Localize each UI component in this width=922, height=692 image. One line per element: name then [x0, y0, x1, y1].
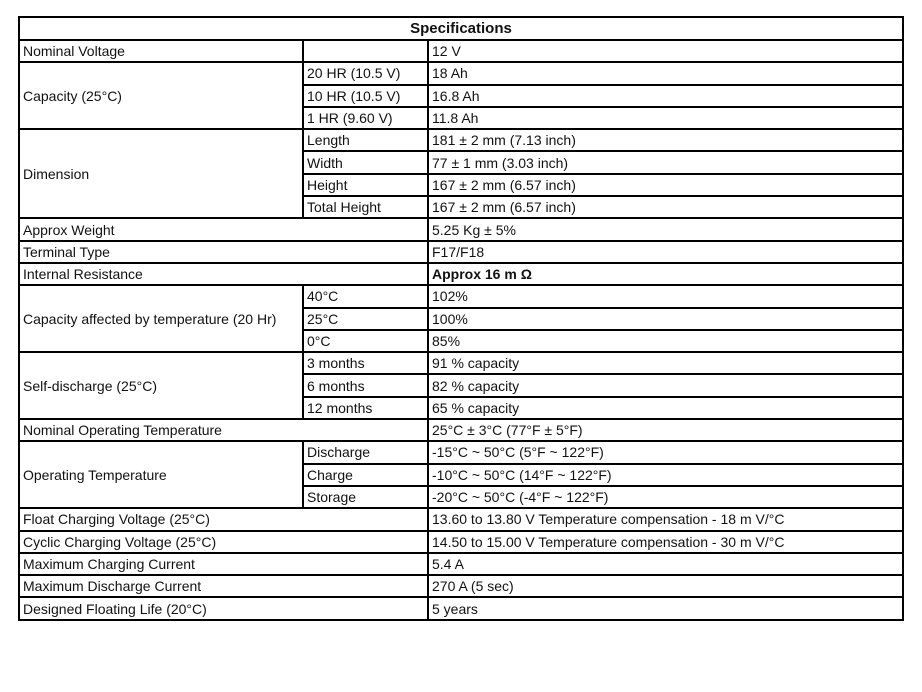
spec-label: Designed Floating Life (20°C) [18, 596, 429, 621]
spec-value: 5.4 A [427, 551, 904, 577]
table-row: Nominal Operating Temperature 25°C ± 3°C … [18, 418, 904, 443]
table-title: Specifications [18, 16, 904, 41]
spec-condition: Charge [302, 462, 429, 487]
spec-label: Capacity (25°C) [18, 61, 304, 131]
table-row: Designed Floating Life (20°C) 5 years [18, 596, 904, 621]
spec-label: Nominal Operating Temperature [18, 418, 429, 443]
spec-value: 16.8 Ah [427, 83, 904, 108]
spec-value: 18 Ah [427, 61, 904, 86]
table-row: 0°C 85% [19, 328, 904, 354]
spec-value: 91 % capacity [427, 351, 904, 376]
spec-value: 65 % capacity [427, 395, 904, 421]
table-row: Cyclic Charging Voltage (25°C) 14.50 to 1… [18, 529, 904, 554]
spec-value: 5.25 Kg ± 5% [427, 217, 904, 242]
spec-label: Cyclic Charging Voltage (25°C) [18, 529, 429, 554]
spec-label: Dimension [18, 128, 304, 220]
spec-condition: 10 HR (10.5 V) [302, 83, 429, 108]
table-row: Operating Temperature Discharge -15°C ~ 5… [18, 440, 904, 510]
spec-condition: 20 HR (10.5 V) [302, 61, 429, 86]
spec-value: 167 ± 2 mm (6.57 inch) [427, 172, 904, 198]
spec-value: -20°C ~ 50°C (-4°F ~ 122°F) [427, 484, 904, 510]
spec-condition [302, 38, 429, 64]
spec-label: Approx Weight [18, 217, 429, 242]
spec-condition: 25°C [302, 306, 429, 331]
table-row: Float Charging Voltage (25°C) 13.60 to 13… [18, 507, 904, 532]
spec-value: 100% [427, 306, 904, 331]
spec-value: 13.60 to 13.80 V Temperature compensatio… [427, 507, 904, 532]
spec-label: Maximum Discharge Current [18, 574, 429, 599]
spec-condition: 40°C [302, 284, 429, 309]
table-row: Storage -20°C ~ 50°C (-4°F ~ 122°F) [19, 484, 904, 510]
spec-condition: Discharge [302, 440, 429, 465]
spec-value: 181 ± 2 mm (7.13 inch) [427, 128, 904, 153]
table-row: Total Height 167 ± 2 mm (6.57 inch) [19, 195, 904, 220]
spec-value: 14.50 to 15.00 V Temperature compensatio… [427, 529, 904, 554]
table-row: Height 167 ± 2 mm (6.57 inch) [19, 172, 904, 198]
spec-label: Terminal Type [18, 239, 429, 264]
table-body: Nominal Voltage 12 V Capacity (25°C) 20 HR … [18, 38, 904, 621]
spec-condition: Length [302, 128, 429, 153]
spec-label: Float Charging Voltage (25°C) [18, 507, 429, 532]
table-row: 1 HR (9.60 V) 11.8 Ah [19, 105, 904, 131]
table-row: Terminal Type F17/F18 [18, 239, 904, 264]
table-row: Internal Resistance Approx 16 m Ω [18, 261, 904, 287]
spec-condition: 0°C [302, 328, 429, 354]
spec-value: Approx 16 m Ω [427, 261, 904, 287]
header-row: Specifications [18, 16, 904, 41]
spec-value: 77 ± 1 mm (3.03 inch) [427, 150, 904, 175]
spec-label: Operating Temperature [18, 440, 304, 510]
table-row: Nominal Voltage 12 V [18, 38, 904, 64]
spec-value: 270 A (5 sec) [427, 574, 904, 599]
table-row: Maximum Discharge Current 270 A (5 sec) [18, 574, 904, 599]
spec-value: 82 % capacity [427, 373, 904, 398]
table-row: Capacity affected by temperature (20 Hr)… [18, 284, 904, 354]
table-row: 25°C 100% [19, 306, 904, 331]
table-row: Charge -10°C ~ 50°C (14°F ~ 122°F) [19, 462, 904, 487]
spec-value: -10°C ~ 50°C (14°F ~ 122°F) [427, 462, 904, 487]
spec-value: 12 V [427, 38, 904, 64]
table-row: Width 77 ± 1 mm (3.03 inch) [19, 150, 904, 175]
spec-value: F17/F18 [427, 239, 904, 264]
table-row: 6 months 82 % capacity [19, 373, 904, 398]
spec-condition: 1 HR (9.60 V) [302, 105, 429, 131]
spec-condition: Height [302, 172, 429, 198]
table-row: Dimension Length 181 ± 2 mm (7.13 inch) [18, 128, 904, 220]
spec-value: 102% [427, 284, 904, 309]
specifications-table: Specifications Nominal Voltage 12 V Capaci… [18, 16, 904, 621]
spec-value: -15°C ~ 50°C (5°F ~ 122°F) [427, 440, 904, 465]
table-row: Maximum Charging Current 5.4 A [18, 551, 904, 577]
spec-condition: Total Height [302, 195, 429, 220]
spec-condition: Storage [302, 484, 429, 510]
spec-condition: 12 months [302, 395, 429, 421]
table-row: 10 HR (10.5 V) 16.8 Ah [19, 83, 904, 108]
spec-value: 25°C ± 3°C (77°F ± 5°F) [427, 418, 904, 443]
spec-label: Maximum Charging Current [18, 551, 429, 577]
spec-value: 167 ± 2 mm (6.57 inch) [427, 195, 904, 220]
spec-label: Nominal Voltage [18, 38, 304, 64]
table-row: 12 months 65 % capacity [19, 395, 904, 421]
spec-value: 85% [427, 328, 904, 354]
spec-condition: 3 months [302, 351, 429, 376]
spec-condition: 6 months [302, 373, 429, 398]
table-row: Capacity (25°C) 20 HR (10.5 V) 18 Ah [18, 61, 904, 131]
spec-condition: Width [302, 150, 429, 175]
table-row: Approx Weight 5.25 Kg ± 5% [18, 217, 904, 242]
spec-label: Capacity affected by temperature (20 Hr) [18, 284, 304, 354]
spec-label: Internal Resistance [18, 261, 429, 287]
spec-value: 11.8 Ah [427, 105, 904, 131]
spec-label: Self-discharge (25°C) [18, 351, 304, 421]
spec-value: 5 years [427, 596, 904, 621]
table-row: Self-discharge (25°C) 3 months 91 % capaci… [18, 351, 904, 421]
